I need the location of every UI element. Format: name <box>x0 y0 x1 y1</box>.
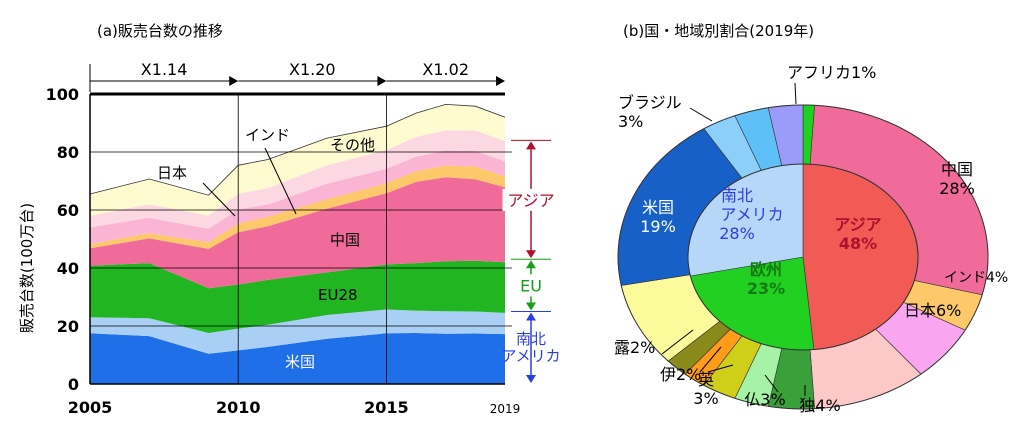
area-series-layer <box>89 103 506 384</box>
outer-label-leader-8 <box>699 346 722 373</box>
outer-ring-border <box>617 104 989 410</box>
y-tick-label: 20 <box>57 317 79 336</box>
x-tick-label: 2015 <box>364 398 409 417</box>
inner-ring <box>687 163 919 351</box>
area-series-2 <box>90 260 505 333</box>
y-axis-label: 販売台数(100万台) <box>18 203 36 333</box>
annotation-other: その他 <box>330 136 375 154</box>
bracket-arrow-up-0 <box>526 141 536 150</box>
growth-arrow-head-2 <box>496 76 505 86</box>
area-series-0 <box>90 333 505 384</box>
outer-label-leader-7 <box>707 364 734 373</box>
inner-ring-border <box>687 163 919 351</box>
outer-label-leader-0 <box>794 82 797 105</box>
outer-slice-label-11: 米国 19% <box>640 198 676 236</box>
bracket-arrow-up-1 <box>526 260 536 269</box>
x-tick-label: 2010 <box>216 398 261 417</box>
bracket-label-bg-1 <box>511 274 551 297</box>
bracket-arrow-down-2 <box>526 375 536 383</box>
outer-slice-label-5: 独4% <box>799 396 840 415</box>
annotation-india-leader <box>264 147 297 215</box>
area-series-7 <box>90 104 505 216</box>
inner-slice-label-1: 欧州 23% <box>747 260 785 298</box>
y-tick-label: 60 <box>57 201 79 220</box>
growth-label-1: X1.20 <box>289 60 336 79</box>
inner-slice-label-0: アジア 48% <box>834 215 881 253</box>
area-series-4 <box>90 165 505 249</box>
outer-slice-label-13: ブラジル 3% <box>618 93 682 131</box>
grid-layer <box>90 94 512 384</box>
area-top-outline <box>89 103 506 196</box>
annotation-japan: 日本 <box>157 164 187 182</box>
growth-annotation-layer: X1.14 X1.20 X1.02 <box>89 60 505 92</box>
growth-arrow-head-1 <box>377 76 387 86</box>
outer-slice-label-9: 露2% <box>614 338 655 357</box>
y-tick-label: 0 <box>68 375 79 394</box>
y-tick-label: 40 <box>57 259 79 278</box>
area-chart-panel: (a)販売台数の推移 販売台数(100万台) 0 20 40 60 80 100 2005 2… <box>18 22 561 417</box>
axis-layer: 0 20 40 60 80 100 2005 2010 2015 2019 <box>46 85 521 417</box>
area-series-1 <box>90 309 505 354</box>
outer-slice-label-0: アフリカ1% <box>787 63 876 82</box>
bracket-label-2: 南北アメリカ <box>501 330 560 365</box>
outer-label-leader-9 <box>661 329 694 355</box>
growth-label-2: X1.02 <box>422 60 469 79</box>
bracket-arrow-down-1 <box>526 302 536 311</box>
y-tick-label: 80 <box>57 143 79 162</box>
annotation-eu28: EU28 <box>318 286 358 304</box>
outer-label-leader-6 <box>764 374 779 393</box>
outer-slice-label-3: 日本6% <box>904 301 961 320</box>
annotation-china: 中国 <box>330 231 360 249</box>
annotation-india: インド <box>245 126 290 144</box>
annotation-usa: 米国 <box>285 353 315 371</box>
outer-slice-label-1: 中国 28% <box>939 160 975 198</box>
bracket-label-0: アジア <box>507 191 554 210</box>
area-chart-title: (a)販売台数の推移 <box>97 22 223 40</box>
outer-label-leader-13 <box>689 107 713 122</box>
region-bracket-layer: アジア EU 南北アメリカ <box>501 139 561 383</box>
pie-label-layer: アフリカ1% 中国 28% インド4% 日本6% 独4% 仏3% 英 3%伊2% 露2% 米国 19%… <box>614 63 1008 415</box>
y-tick-label: 100 <box>46 85 79 104</box>
bracket-label-1: EU <box>520 276 542 295</box>
growth-label-0: X1.14 <box>141 60 188 79</box>
area-annotation-layer: 日本 インド その他 中国 EU28 米国 <box>157 126 375 371</box>
annotation-japan-leader <box>202 182 236 217</box>
bracket-arrow-down-0 <box>526 250 536 259</box>
outer-slice-label-2: インド4% <box>944 270 1008 286</box>
area-series-5 <box>90 150 505 245</box>
x-tick-label: 2005 <box>68 398 113 417</box>
bracket-label-bg-0 <box>502 188 560 211</box>
pie-chart-title: (b)国・地域別割合(2019年) <box>623 22 814 40</box>
inner-slice-label-2: 南北アメリカ 28% <box>719 186 783 243</box>
outer-slice-label-6: 仏3% <box>744 390 785 409</box>
growth-arrow-head-0 <box>229 76 239 86</box>
area-series-3 <box>90 177 505 289</box>
area-series-6 <box>90 130 505 229</box>
pie-chart-panel: (b)国・地域別割合(2019年) アフリカ1% 中国 28% インド4% 日本6% 独4… <box>614 22 1008 415</box>
outer-slice-label-8: 伊2% <box>660 365 701 384</box>
x-tick-label: 2019 <box>490 402 521 416</box>
bracket-arrow-up-2 <box>526 312 536 321</box>
outer-slice-label-7: 英 3% <box>693 370 718 408</box>
